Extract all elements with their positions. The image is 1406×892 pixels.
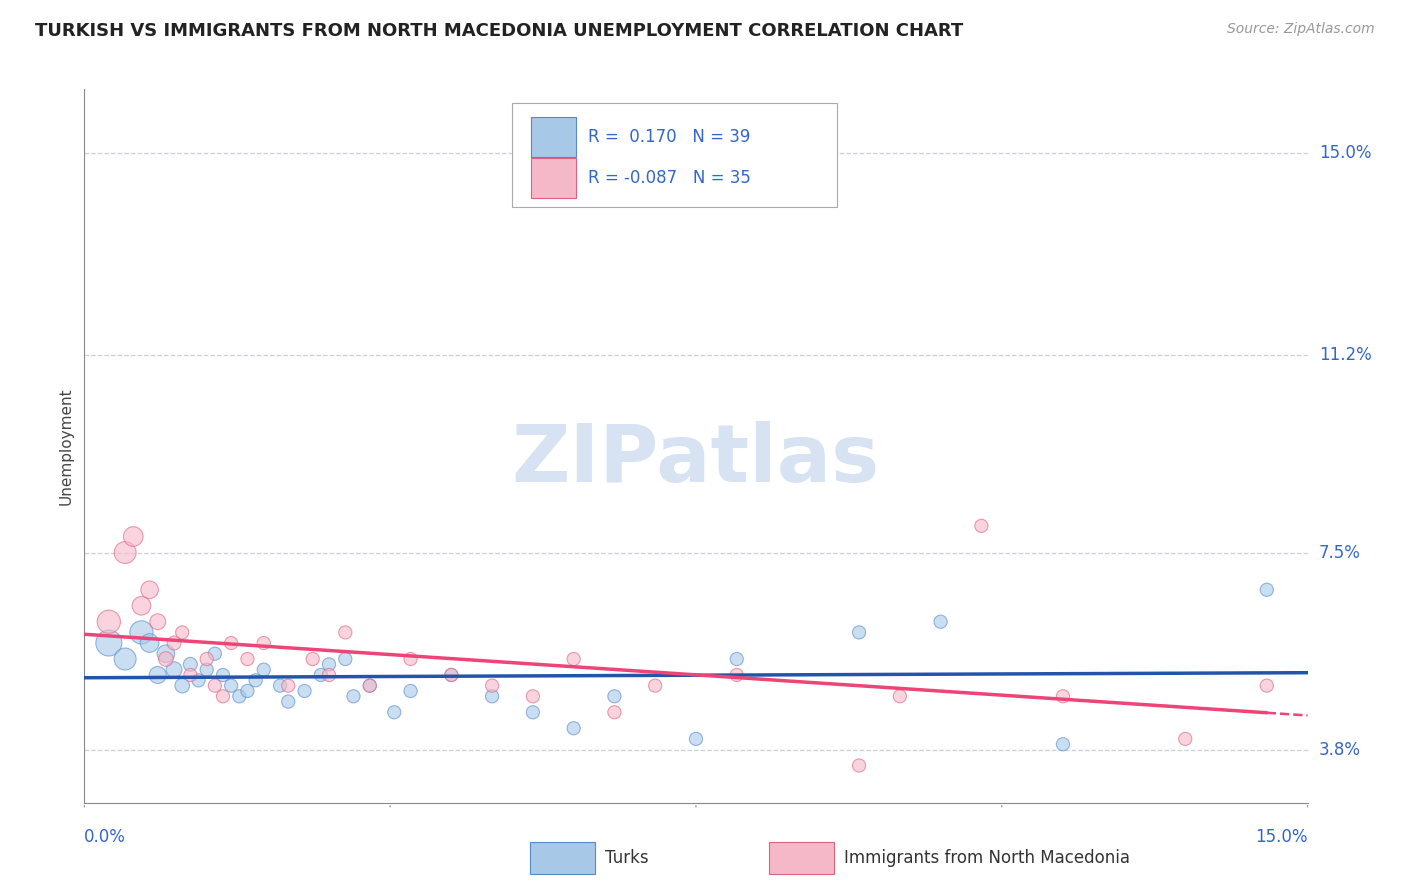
Point [204,647,226,661]
Text: 3.8%: 3.8% [1319,740,1361,758]
Point [228,690,250,704]
Point [212,668,235,682]
Point [97,636,120,650]
Point [138,636,160,650]
Point [644,679,666,693]
Point [603,706,626,720]
FancyBboxPatch shape [512,103,837,207]
Point [889,690,911,704]
Point [236,684,259,698]
Point [146,668,169,682]
Point [277,695,299,709]
Point [399,652,422,666]
FancyBboxPatch shape [531,158,576,198]
Point [1052,690,1074,704]
Text: 0.0%: 0.0% [84,828,127,846]
Point [163,636,186,650]
Point [1174,731,1197,746]
Point [725,652,748,666]
Point [155,647,177,661]
Text: R =  0.170   N = 39: R = 0.170 N = 39 [588,128,751,146]
Text: 15.0%: 15.0% [1319,145,1371,162]
Point [970,519,993,533]
Point [301,652,323,666]
Point [236,652,259,666]
Point [114,545,136,559]
Point [131,625,153,640]
Point [146,615,169,629]
Point [481,690,503,704]
Point [138,582,160,597]
Point [204,679,226,693]
Point [342,690,364,704]
Text: Turks: Turks [605,849,648,867]
Point [309,668,332,682]
Point [725,668,748,682]
Point [603,690,626,704]
Point [848,758,870,772]
Point [245,673,267,688]
Point [359,679,381,693]
Text: 11.2%: 11.2% [1319,346,1371,365]
Point [440,668,463,682]
Point [253,663,276,677]
Point [359,679,381,693]
Point [1256,679,1278,693]
Point [399,684,422,698]
Point [219,636,242,650]
Text: 7.5%: 7.5% [1319,543,1361,561]
Text: Source: ZipAtlas.com: Source: ZipAtlas.com [1227,22,1375,37]
Point [131,599,153,613]
Point [481,679,503,693]
Point [929,615,952,629]
Point [195,663,218,677]
Y-axis label: Unemployment: Unemployment [58,387,73,505]
Point [522,690,544,704]
Text: R = -0.087   N = 35: R = -0.087 N = 35 [588,169,751,186]
Point [212,690,235,704]
Text: ZIPatlas: ZIPatlas [512,421,880,500]
Point [269,679,291,693]
Point [172,679,194,693]
Point [155,652,177,666]
Point [1256,582,1278,597]
Point [382,706,405,720]
Point [219,679,242,693]
Point [277,679,299,693]
Point [163,663,186,677]
Point [114,652,136,666]
Point [195,652,218,666]
Point [318,668,340,682]
Point [187,673,209,688]
Point [179,668,201,682]
Point [318,657,340,672]
FancyBboxPatch shape [531,117,576,157]
Point [1052,737,1074,751]
Text: 15.0%: 15.0% [1256,828,1308,846]
Point [294,684,316,698]
Point [440,668,463,682]
Point [253,636,276,650]
Point [97,615,120,629]
Text: TURKISH VS IMMIGRANTS FROM NORTH MACEDONIA UNEMPLOYMENT CORRELATION CHART: TURKISH VS IMMIGRANTS FROM NORTH MACEDON… [35,22,963,40]
Point [335,652,357,666]
Point [562,652,585,666]
Text: Immigrants from North Macedonia: Immigrants from North Macedonia [844,849,1129,867]
Point [562,721,585,735]
Point [122,529,145,543]
Point [685,731,707,746]
Point [335,625,357,640]
Point [172,625,194,640]
Point [848,625,870,640]
Point [179,657,201,672]
Point [522,706,544,720]
